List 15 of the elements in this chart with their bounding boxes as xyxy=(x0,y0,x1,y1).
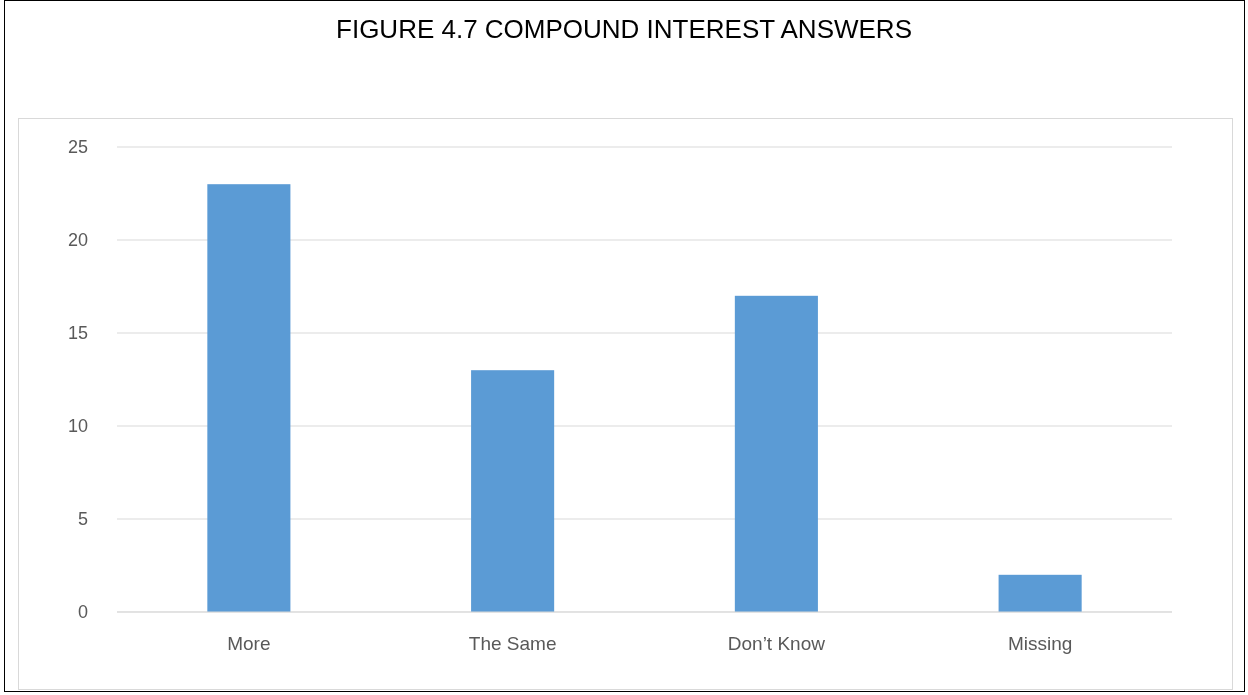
bar xyxy=(734,295,818,612)
y-tick-label: 15 xyxy=(67,323,88,344)
x-tick-label: Don’t Know xyxy=(727,633,826,654)
x-tick-label: More xyxy=(227,633,271,654)
y-tick-label: 0 xyxy=(77,602,88,623)
x-tick-label: Missing xyxy=(1007,633,1073,654)
y-tick-label: 5 xyxy=(77,509,88,530)
chart-title: FIGURE 4.7 COMPOUND INTEREST ANSWERS xyxy=(336,14,912,44)
bar xyxy=(207,184,291,612)
y-tick-label: 20 xyxy=(67,230,88,251)
y-tick-label: 25 xyxy=(67,137,88,158)
bar xyxy=(998,574,1082,612)
x-tick-label: The Same xyxy=(468,633,557,654)
bar xyxy=(471,370,555,612)
y-tick-label: 10 xyxy=(67,416,88,437)
